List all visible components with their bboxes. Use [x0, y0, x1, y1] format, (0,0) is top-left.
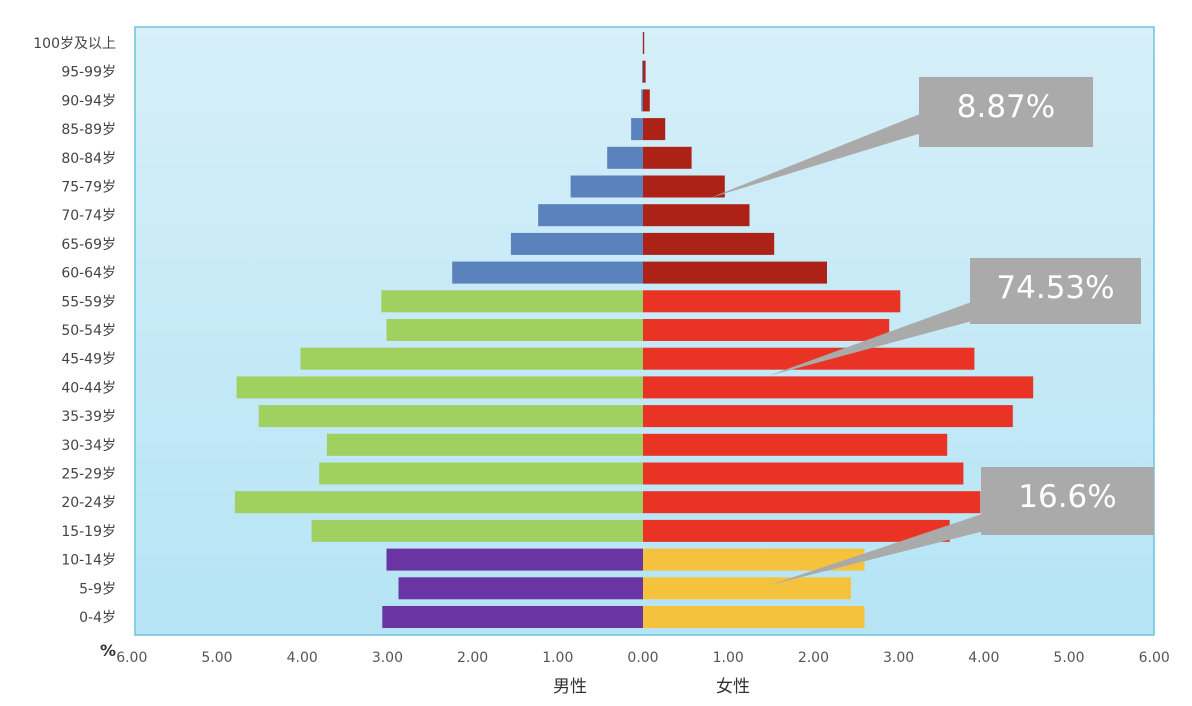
bar-female-50-54岁 — [643, 319, 890, 341]
category-label: 85-89岁 — [61, 122, 116, 138]
bar-male-75-79岁 — [570, 175, 643, 198]
unit-label: % — [100, 641, 116, 660]
callout-label-0-14: 16.6% — [1018, 479, 1116, 515]
category-label: 65-69岁 — [61, 237, 116, 253]
bar-female-55-59岁 — [643, 290, 901, 313]
male-axis-title: 男性 — [553, 677, 587, 697]
category-label: 50-54岁 — [61, 323, 116, 339]
bar-female-20-24岁 — [643, 491, 981, 514]
bar-female-35-39岁 — [643, 405, 1013, 428]
bar-female-90-94岁 — [643, 89, 650, 112]
x-tick-label: 6.00 — [116, 650, 147, 666]
category-label: 35-39岁 — [61, 409, 116, 425]
bar-male-35-39岁 — [258, 405, 643, 428]
x-tick-label: 3.00 — [883, 650, 914, 666]
bar-male-60-64岁 — [452, 261, 643, 284]
bar-female-60-64岁 — [643, 261, 827, 284]
category-label: 15-19岁 — [61, 524, 116, 540]
bar-female-70-74岁 — [643, 204, 750, 227]
bar-female-45-49岁 — [643, 347, 975, 370]
category-label: 100岁及以上 — [33, 36, 116, 52]
x-tick-label: 5.00 — [201, 650, 232, 666]
bar-male-25-29岁 — [319, 462, 643, 485]
x-tick-label: 1.00 — [713, 650, 744, 666]
x-tick-label: 6.00 — [1139, 650, 1170, 666]
category-label: 80-84岁 — [61, 151, 116, 167]
bar-male-55-59岁 — [381, 290, 643, 313]
callout-box — [981, 467, 1154, 535]
x-tick-label: 5.00 — [1053, 650, 1084, 666]
category-label: 20-24岁 — [61, 495, 116, 511]
category-label: 95-99岁 — [61, 65, 116, 81]
bar-male-15-19岁 — [311, 519, 643, 542]
bar-female-15-19岁 — [643, 519, 950, 542]
bar-female-95-99岁 — [643, 60, 646, 83]
bar-male-40-44岁 — [236, 376, 643, 399]
bar-male-20-24岁 — [234, 491, 643, 514]
callout-box — [970, 258, 1141, 324]
category-label: 30-34岁 — [61, 438, 116, 454]
bar-male-90-94岁 — [641, 89, 643, 112]
bar-female-80-84岁 — [643, 146, 692, 169]
x-tick-label: 3.00 — [372, 650, 403, 666]
x-tick-label: 1.00 — [542, 650, 573, 666]
bar-female-75-79岁 — [643, 175, 725, 198]
callout-box — [919, 77, 1093, 147]
bar-male-30-34岁 — [326, 433, 643, 456]
category-label: 55-59岁 — [61, 294, 116, 310]
category-label: 5-9岁 — [79, 581, 116, 597]
bar-male-0-4岁 — [382, 606, 643, 628]
callout-pointer — [770, 510, 1004, 585]
bar-female-30-34岁 — [643, 433, 948, 456]
bar-female-100岁及以上 — [643, 32, 645, 54]
category-label: 10-14岁 — [61, 553, 116, 569]
bar-male-5-9岁 — [398, 577, 643, 600]
bar-male-10-14岁 — [386, 548, 643, 571]
bar-female-5-9岁 — [643, 577, 851, 600]
x-tick-label: 2.00 — [457, 650, 488, 666]
female-axis-title: 女性 — [716, 677, 750, 697]
category-label: 45-49岁 — [61, 352, 116, 368]
bar-male-45-49岁 — [300, 347, 643, 370]
callout-label-15-59: 74.53% — [996, 270, 1114, 306]
x-tick-label: 4.00 — [287, 650, 318, 666]
bar-female-85-89岁 — [643, 118, 666, 141]
x-tick-label: 0.00 — [627, 650, 658, 666]
callout-label-60+: 8.87% — [957, 89, 1055, 125]
bar-male-50-54岁 — [386, 319, 643, 341]
bar-female-10-14岁 — [643, 548, 865, 571]
category-label: 70-74岁 — [61, 208, 116, 224]
category-label: 40-44岁 — [61, 380, 116, 396]
bar-female-25-29岁 — [643, 462, 964, 485]
bar-male-80-84岁 — [607, 146, 643, 169]
bar-male-70-74岁 — [538, 204, 643, 227]
category-label: 0-4岁 — [79, 610, 116, 626]
bar-female-0-4岁 — [643, 606, 865, 628]
callout-pointer — [768, 296, 998, 376]
category-label: 90-94岁 — [61, 93, 116, 109]
bar-female-40-44岁 — [643, 376, 1034, 399]
x-tick-label: 2.00 — [798, 650, 829, 666]
category-label: 25-29岁 — [61, 467, 116, 483]
callout-pointer — [710, 110, 938, 198]
category-label: 60-64岁 — [61, 266, 116, 282]
bar-male-95-99岁 — [642, 60, 644, 83]
bar-female-65-69岁 — [643, 232, 775, 255]
bar-male-65-69岁 — [510, 232, 643, 255]
x-tick-label: 4.00 — [968, 650, 999, 666]
bar-male-85-89岁 — [631, 118, 643, 141]
category-label: 75-79岁 — [61, 180, 116, 196]
